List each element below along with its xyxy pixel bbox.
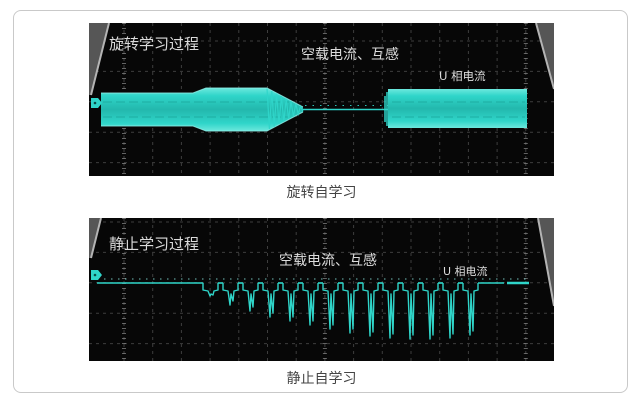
trigger-marker-icon bbox=[91, 98, 102, 108]
injection-pulse bbox=[382, 283, 399, 339]
u-phase-current-label-bottom: U 相电流 bbox=[443, 265, 488, 278]
static-process-label: 静止学习过程 bbox=[109, 235, 200, 253]
injection-pulse bbox=[202, 283, 219, 297]
static-waveform-svg bbox=[89, 218, 554, 361]
injection-pulse bbox=[422, 283, 439, 340]
injection-pulse bbox=[362, 283, 379, 337]
rotational-process-label: 旋转学习过程 bbox=[109, 35, 200, 53]
trigger-marker-icon bbox=[91, 270, 102, 280]
injection-pulse bbox=[342, 283, 359, 334]
injection-pulse bbox=[462, 283, 479, 336]
figure-card: 旋转学习过程 空载电流、互感 U 相电流 旋转自学习 静止学习过程 空载电流、互… bbox=[13, 10, 628, 393]
decay-oscillation bbox=[266, 88, 304, 130]
current-envelope bbox=[101, 88, 303, 131]
injection-pulse bbox=[402, 283, 419, 340]
caption-static: 静止自学习 bbox=[286, 371, 357, 387]
no-load-current-label-top: 空载电流、互感 bbox=[301, 47, 399, 63]
rotational-waveform-svg bbox=[89, 23, 554, 176]
injection-pulse bbox=[262, 283, 279, 318]
u-phase-current-band bbox=[388, 89, 527, 128]
injection-pulse bbox=[442, 283, 459, 339]
oscilloscope-rotational: 旋转学习过程 空载电流、互感 U 相电流 bbox=[89, 23, 554, 176]
caption-rotational: 旋转自学习 bbox=[286, 185, 357, 201]
oscilloscope-static: 静止学习过程 空载电流、互感 U 相电流 bbox=[89, 218, 554, 361]
no-load-current-label-bottom: 空载电流、互感 bbox=[279, 253, 377, 269]
injection-pulse bbox=[322, 283, 339, 330]
injection-pulse bbox=[242, 283, 259, 312]
injection-pulse bbox=[282, 283, 299, 322]
injection-pulse bbox=[222, 283, 239, 306]
injection-pulse bbox=[302, 283, 319, 326]
u-phase-current-label-top: U 相电流 bbox=[439, 69, 486, 83]
